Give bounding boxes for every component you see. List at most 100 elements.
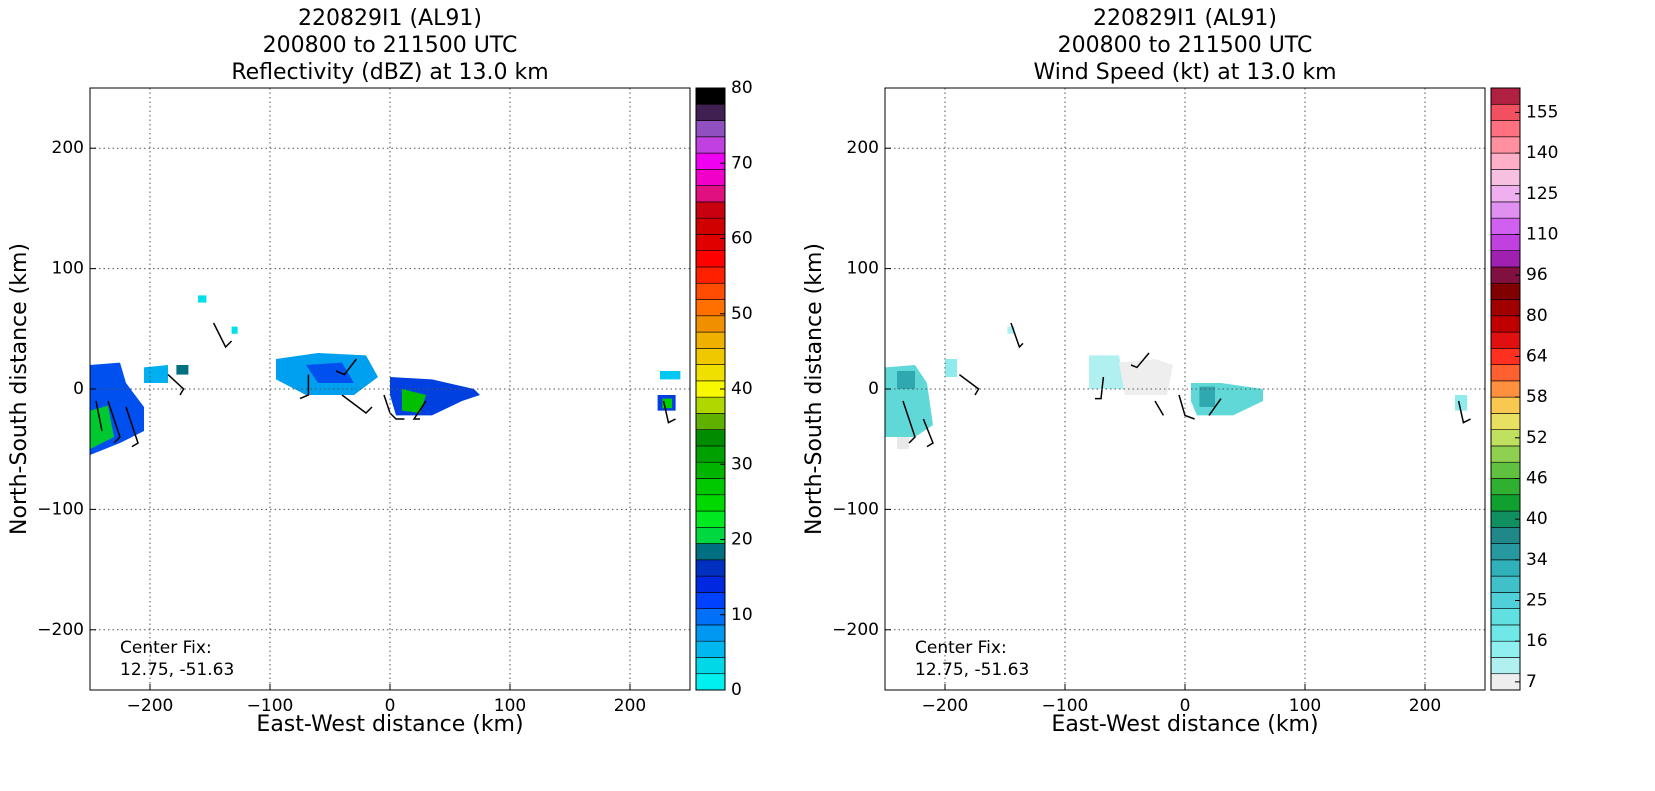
colorbar-band	[695, 608, 726, 626]
colorbar-band	[695, 592, 726, 609]
colorbar-band	[695, 348, 726, 365]
colorbar-tick-label: 50	[731, 304, 753, 324]
colorbar-band	[695, 266, 726, 284]
y-tick-label: 200	[847, 138, 879, 158]
colorbar-band	[1490, 380, 1521, 398]
colorbar-tick-label: 70	[731, 153, 753, 173]
colorbar-band	[695, 494, 726, 512]
colorbar-band	[1490, 152, 1521, 170]
colorbar-band	[695, 510, 726, 528]
colorbar-band	[695, 478, 726, 496]
x-axis-label: East-West distance (km)	[1051, 712, 1318, 737]
colorbar-band	[1490, 640, 1521, 658]
x-tick-label: −100	[247, 696, 294, 716]
chart-title: 200800 to 211500 UTC	[1058, 33, 1313, 58]
annotation: 12.75, -51.63	[120, 660, 234, 680]
colorbar-band	[695, 120, 726, 138]
colorbar-tick-label: 30	[731, 454, 753, 474]
colorbar-band	[695, 657, 726, 675]
colorbar-band	[695, 543, 726, 561]
y-tick-label: 200	[52, 138, 84, 158]
colorbar-band	[695, 429, 726, 447]
x-tick-label: 200	[614, 696, 646, 716]
colorbar-band	[1490, 87, 1521, 105]
colorbar-tick-label: 60	[731, 229, 753, 249]
x-axis-label: East-West distance (km)	[256, 712, 523, 737]
colorbar-band	[1490, 315, 1521, 333]
colorbar-band	[1490, 217, 1521, 235]
colorbar-tick-label: 46	[1526, 468, 1548, 488]
x-tick-label: −200	[922, 696, 969, 716]
echoes-left	[89, 295, 681, 455]
colorbar-tick-label: 7	[1526, 672, 1537, 692]
y-tick-label: −100	[37, 499, 84, 519]
y-tick-label: 100	[52, 259, 84, 279]
x-tick-label: −100	[1042, 696, 1089, 716]
colorbar-frame	[1490, 87, 1521, 691]
y-axis-label: North-South distance (km)	[7, 243, 32, 535]
y-tick-label: 100	[847, 259, 879, 279]
colorbar-band	[695, 136, 726, 154]
chart-title: 220829I1 (AL91)	[1093, 6, 1277, 31]
colorbar-band	[695, 673, 726, 691]
colorbar-tick-label: 96	[1526, 265, 1548, 285]
y-tick-label: −200	[832, 620, 879, 640]
colorbar-tick-label: 58	[1526, 387, 1548, 407]
colorbar-band	[695, 234, 726, 252]
colorbar-tick-label: 40	[731, 379, 753, 399]
y-tick-label: 0	[73, 379, 84, 399]
colorbar-band	[695, 396, 726, 414]
colorbar-band	[695, 624, 726, 642]
colorbar-band	[695, 169, 726, 186]
colorbar-tick-label: 52	[1526, 428, 1548, 448]
colorbar-band	[1490, 282, 1521, 300]
colorbar-band	[1490, 201, 1521, 219]
colorbar-band	[695, 315, 726, 333]
y-tick-label: −100	[832, 499, 879, 519]
y-tick-label: 0	[868, 379, 879, 399]
colorbar-band	[1490, 543, 1521, 561]
colorbar-band	[1490, 169, 1521, 186]
x-tick-label: 0	[385, 696, 396, 716]
colorbar-band	[1490, 575, 1521, 593]
colorbar-band	[1490, 120, 1521, 138]
annotation: 12.75, -51.63	[915, 660, 1029, 680]
colorbar-band	[1490, 445, 1521, 463]
colorbar-band	[1490, 234, 1521, 252]
colorbar-band	[1490, 250, 1521, 268]
colorbar-band	[1490, 478, 1521, 496]
colorbar-tick-label: 110	[1526, 224, 1558, 244]
colorbar-band	[695, 217, 726, 235]
colorbar-band	[1490, 331, 1521, 349]
colorbar-band	[1490, 136, 1521, 154]
colorbar-band	[1490, 526, 1521, 544]
x-tick-label: −200	[127, 696, 174, 716]
colorbar-tick-label: 10	[731, 605, 753, 625]
x-tick-label: 100	[494, 696, 526, 716]
colorbar-band	[695, 445, 726, 463]
chart-title: Wind Speed (kt) at 13.0 km	[1033, 60, 1336, 85]
colorbar-tick-label: 25	[1526, 591, 1548, 611]
colorbar-band	[1490, 624, 1521, 642]
colorbar-band	[695, 364, 726, 382]
colorbar-band	[695, 413, 726, 430]
x-tick-label: 0	[1180, 696, 1191, 716]
colorbar-band	[695, 185, 726, 203]
colorbar-band	[695, 152, 726, 170]
colorbar-tick-label: 0	[731, 680, 742, 700]
colorbar-tick-label: 20	[731, 530, 753, 550]
colorbar-band	[695, 250, 726, 268]
colorbar-tick-label: 80	[1526, 306, 1548, 326]
colorbar-band	[695, 526, 726, 544]
colorbar-band	[695, 201, 726, 219]
colorbar-tick-label: 64	[1526, 346, 1548, 366]
y-axis-label: North-South distance (km)	[802, 243, 827, 535]
colorbar-tick-label: 34	[1526, 550, 1548, 570]
annotation: Center Fix:	[915, 638, 1007, 658]
colorbar-tick-label: 155	[1526, 102, 1558, 122]
colorbar-band	[1490, 299, 1521, 317]
colorbar-band	[1490, 559, 1521, 577]
colorbar-band	[695, 282, 726, 300]
colorbar-band	[695, 559, 726, 577]
y-tick-label: −200	[37, 620, 84, 640]
